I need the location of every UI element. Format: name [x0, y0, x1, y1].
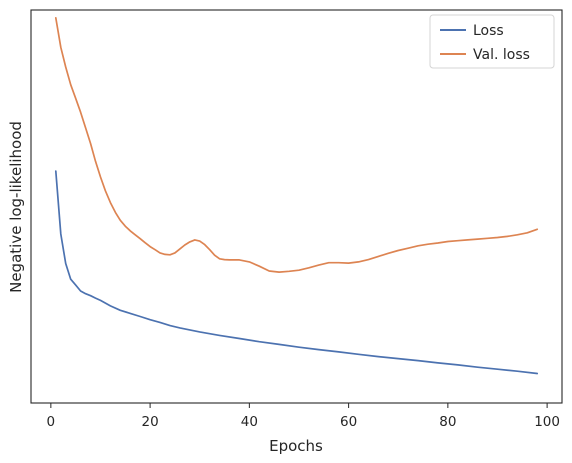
x-tick-label: 20	[142, 414, 159, 430]
x-tick-label: 60	[340, 414, 357, 430]
series-line-loss	[54, 170, 539, 375]
x-tick-label: 80	[439, 414, 456, 430]
plot-area	[31, 10, 562, 403]
x-axis-label: Epochs	[269, 437, 323, 455]
y-axis-label: Negative log-likelihood	[7, 121, 25, 293]
legend-label-val-loss: Val. loss	[473, 47, 530, 63]
plot-frame	[30, 9, 563, 404]
x-axis: 0 20 40 60 80 100	[47, 403, 560, 430]
legend: Loss Val. loss	[429, 14, 555, 69]
x-tick-label: 100	[534, 414, 560, 430]
series-layer	[54, 17, 539, 375]
x-tick-label: 0	[47, 414, 56, 430]
x-tick-label: 40	[241, 414, 258, 430]
series-line-val-loss	[54, 17, 539, 273]
legend-label-loss: Loss	[473, 23, 504, 39]
